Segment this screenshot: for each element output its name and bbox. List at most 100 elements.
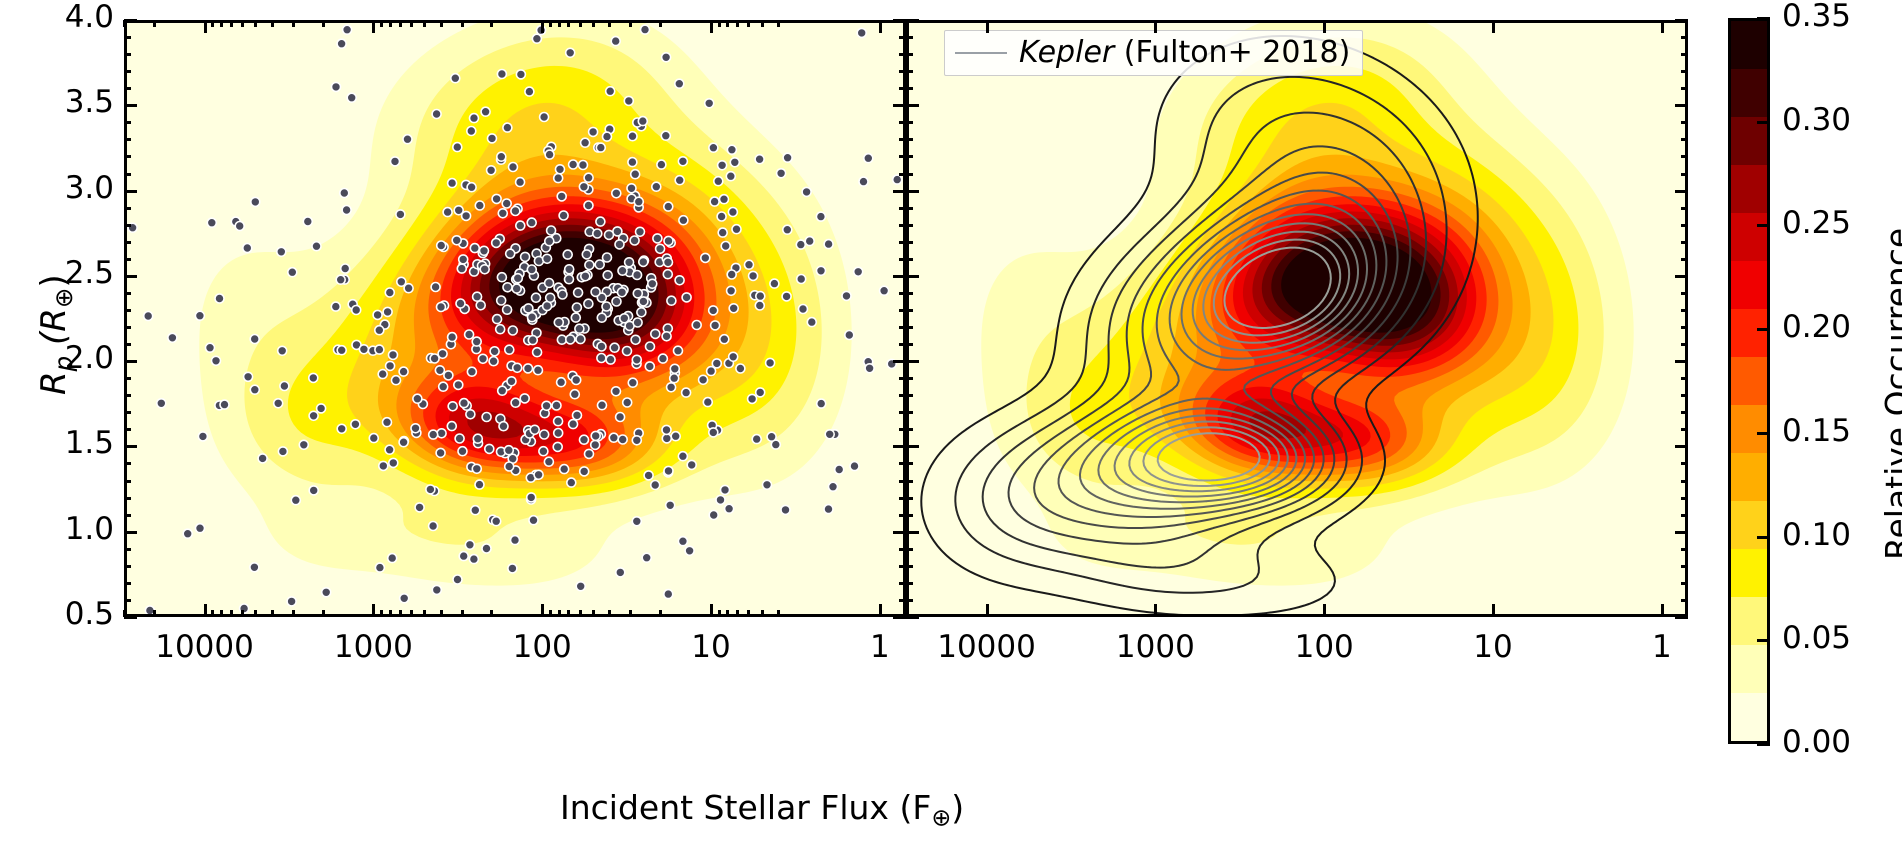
x-tick-minor	[567, 610, 570, 617]
scatter-point	[763, 480, 772, 489]
scatter-point	[359, 345, 368, 354]
y-tick-major-right	[1675, 360, 1688, 363]
scatter-point	[624, 96, 633, 105]
scatter-point	[547, 226, 556, 235]
scatter-point	[653, 234, 662, 243]
scatter-point	[598, 401, 607, 410]
scatter-point	[513, 274, 522, 283]
scatter-point	[447, 422, 456, 431]
y-tick-minor-right	[1681, 36, 1688, 39]
y-tick-minor	[124, 497, 131, 500]
scatter-point	[472, 337, 481, 346]
scatter-point	[709, 143, 718, 152]
x-tick-major	[986, 604, 989, 617]
y-tick-major-right	[1675, 531, 1688, 534]
scatter-point	[554, 318, 563, 327]
scatter-point	[533, 348, 542, 357]
scatter-point	[651, 329, 660, 338]
scatter-point	[632, 517, 641, 526]
colorbar-tick-label: 0.00	[1782, 724, 1851, 760]
y-tick-minor	[124, 241, 131, 244]
scatter-point	[701, 253, 710, 262]
scatter-point	[857, 28, 866, 37]
y-tick-minor	[124, 224, 131, 227]
scatter-point	[459, 255, 468, 264]
scatter-point	[534, 366, 543, 375]
y-tick-major-rightpanel-left	[906, 275, 919, 278]
y-tick-minor-rightpanel-left	[906, 599, 913, 602]
y-tick-minor	[124, 258, 131, 261]
planet-scatter-layer	[124, 20, 906, 617]
colorbar-segment	[1731, 213, 1767, 261]
x-tick-minor-top	[153, 20, 156, 27]
y-tick-major	[124, 360, 137, 363]
scatter-point	[481, 107, 490, 116]
scatter-point	[597, 313, 606, 322]
scatter-point	[559, 211, 568, 220]
scatter-point	[467, 367, 476, 376]
scatter-point	[458, 447, 467, 456]
scatter-point	[480, 246, 489, 255]
scatter-point	[679, 216, 688, 225]
colorbar-segment	[1731, 69, 1767, 117]
scatter-point	[721, 485, 730, 494]
scatter-point	[595, 260, 604, 269]
y-tick-minor	[124, 514, 131, 517]
scatter-point	[560, 465, 569, 474]
scatter-point	[730, 158, 739, 167]
x-tick-major	[204, 604, 207, 617]
scatter-point	[476, 301, 485, 310]
scatter-point	[157, 399, 166, 408]
y-tick-major-right	[893, 104, 906, 107]
scatter-point	[633, 289, 642, 298]
scatter-point	[280, 382, 289, 391]
y-tick-minor-right	[1681, 138, 1688, 141]
scatter-point	[443, 208, 452, 217]
scatter-point	[497, 296, 506, 305]
scatter-point	[627, 184, 636, 193]
colorbar-segment	[1731, 549, 1767, 597]
y-tick-minor	[124, 87, 131, 90]
scatter-point	[756, 292, 765, 301]
scatter-point	[718, 228, 727, 237]
scatter-point	[571, 313, 580, 322]
scatter-point	[824, 505, 833, 514]
x-tick-minor	[461, 610, 464, 617]
scatter-point	[545, 150, 554, 159]
scatter-point	[661, 131, 670, 140]
scatter-point	[331, 302, 340, 311]
scatter-point	[277, 247, 286, 256]
scatter-point	[471, 506, 480, 515]
scatter-point	[678, 452, 687, 461]
scatter-point	[692, 321, 701, 330]
scatter-point	[610, 343, 619, 352]
scatter-point	[546, 293, 555, 302]
scatter-point	[716, 495, 725, 504]
scatter-point	[565, 265, 574, 274]
scatter-point	[250, 563, 259, 572]
scatter-point	[589, 127, 598, 136]
scatter-point	[503, 123, 512, 132]
scatter-point	[352, 306, 361, 315]
y-tick-minor	[124, 70, 131, 73]
scatter-point	[721, 242, 730, 251]
x-tick-minor	[410, 610, 413, 617]
scatter-point	[591, 440, 600, 449]
x-tick-major	[1492, 604, 1495, 617]
scatter-point	[383, 307, 392, 316]
scatter-point	[473, 434, 482, 443]
scatter-point	[337, 39, 346, 48]
earth-symbol-icon: ⊕	[49, 288, 78, 309]
scatter-point	[508, 326, 517, 335]
scatter-point	[478, 354, 487, 363]
y-axis-title-R: R	[34, 371, 74, 395]
scatter-point	[579, 182, 588, 191]
x-tick-minor-top	[490, 20, 493, 27]
scatter-point	[235, 222, 244, 231]
y-tick-minor-rightpanel-left	[906, 241, 913, 244]
scatter-point	[291, 496, 300, 505]
scatter-point	[460, 399, 469, 408]
x-tick-major-top	[204, 20, 207, 33]
scatter-point	[516, 70, 525, 79]
scatter-point	[444, 371, 453, 380]
